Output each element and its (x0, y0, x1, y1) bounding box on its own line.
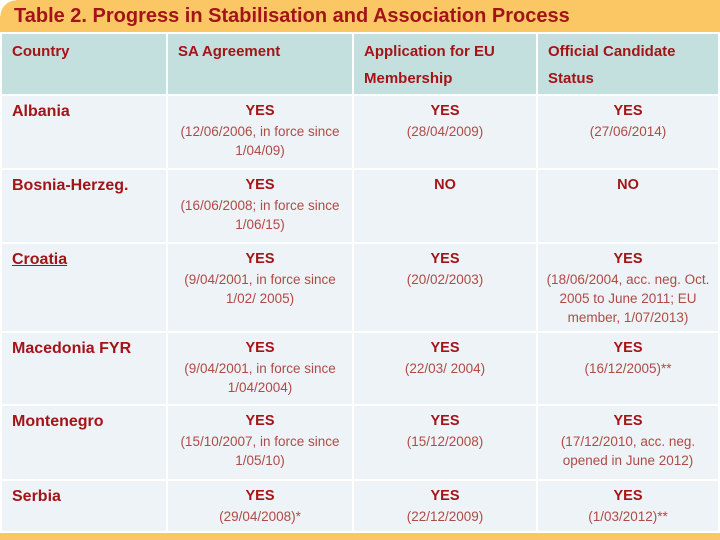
status-detail: (15/10/2007, in force since 1/05/10) (180, 434, 340, 469)
status-value: YES (430, 413, 460, 429)
country-cell: Albania (2, 96, 166, 168)
application-cell: YES (15/12/2008) (354, 406, 536, 479)
status-detail: (22/12/2009) (406, 509, 484, 525)
candidate-cell: YES (16/12/2005)** (538, 333, 718, 404)
status-value: YES (613, 251, 643, 267)
footnotes: *frozen pending further Serbian cooperat… (0, 533, 720, 540)
status-value: YES (613, 340, 643, 356)
table-row: Serbia YES (29/04/2008)* YES (22/12/2009… (2, 481, 718, 531)
status-value: YES (245, 488, 275, 504)
candidate-cell: YES (17/12/2010, acc. neg. opened in Jun… (538, 406, 718, 479)
status-value: NO (617, 177, 639, 193)
candidate-cell: NO (538, 170, 718, 242)
status-detail: (1/03/2012)** (588, 509, 668, 525)
status-value: YES (245, 177, 275, 193)
table-row: Croatia YES (9/04/2001, in force since 1… (2, 244, 718, 331)
header-application: Application for EU Membership (354, 34, 536, 94)
status-value: YES (245, 413, 275, 429)
status-value: YES (245, 340, 275, 356)
candidate-cell: YES (18/06/2004, acc. neg. Oct. 2005 to … (538, 244, 718, 331)
status-value: YES (613, 488, 643, 504)
status-value: YES (245, 251, 275, 267)
header-candidate-status: Official Candidate Status (538, 34, 718, 94)
country-cell: Macedonia FYR (2, 333, 166, 404)
candidate-cell: YES (1/03/2012)** (538, 481, 718, 531)
status-value: YES (245, 103, 275, 119)
country-name: Serbia (12, 488, 61, 505)
country-name: Montenegro (12, 413, 104, 430)
application-cell: YES (28/04/2009) (354, 96, 536, 168)
status-value: YES (613, 103, 643, 119)
sa-agreement-cell: YES (12/06/2006, in force since 1/04/09) (168, 96, 352, 168)
country-name: Albania (12, 103, 70, 120)
country-cell: Bosnia-Herzeg. (2, 170, 166, 242)
table-row: Albania YES (12/06/2006, in force since … (2, 96, 718, 168)
country-cell: Montenegro (2, 406, 166, 479)
status-detail: (12/06/2006, in force since 1/04/09) (180, 124, 340, 159)
country-name: Croatia (12, 251, 68, 268)
sa-agreement-cell: YES (9/04/2001, in force since 1/04/2004… (168, 333, 352, 404)
table-row: Bosnia-Herzeg. YES (16/06/2008; in force… (2, 170, 718, 242)
sa-agreement-cell: YES (15/10/2007, in force since 1/05/10) (168, 406, 352, 479)
status-value: YES (430, 103, 460, 119)
header-sa-agreement: SA Agreement (168, 34, 352, 94)
status-detail: (16/06/2008; in force since 1/06/15) (180, 198, 340, 233)
status-value: NO (434, 177, 456, 193)
country-name: Macedonia FYR (12, 340, 132, 357)
status-detail: (15/12/2008) (406, 434, 484, 450)
status-detail: (22/03/ 2004) (404, 361, 486, 377)
status-detail: (27/06/2014) (589, 124, 667, 140)
status-value: YES (613, 413, 643, 429)
status-detail: (16/12/2005)** (584, 361, 672, 377)
status-value: YES (430, 340, 460, 356)
status-value: YES (430, 251, 460, 267)
status-detail: (28/04/2009) (406, 124, 484, 140)
sa-agreement-cell: YES (29/04/2008)* (168, 481, 352, 531)
country-name: Bosnia-Herzeg. (12, 177, 129, 194)
application-cell: YES (20/02/2003) (354, 244, 536, 331)
progress-table: Country SA Agreement Application for EU … (0, 32, 720, 533)
status-detail: (18/06/2004, acc. neg. Oct. 2005 to June… (546, 272, 710, 326)
application-cell: NO (354, 170, 536, 242)
status-detail: (9/04/2001, in force since 1/04/2004) (184, 361, 336, 396)
country-cell: Serbia (2, 481, 166, 531)
status-detail: (17/12/2010, acc. neg. opened in June 20… (560, 434, 696, 469)
candidate-cell: YES (27/06/2014) (538, 96, 718, 168)
sa-agreement-cell: YES (9/04/2001, in force since 1/02/ 200… (168, 244, 352, 331)
sa-agreement-cell: YES (16/06/2008; in force since 1/06/15) (168, 170, 352, 242)
table-row: Montenegro YES (15/10/2007, in force sin… (2, 406, 718, 479)
table-row: Macedonia FYR YES (9/04/2001, in force s… (2, 333, 718, 404)
header-row: Country SA Agreement Application for EU … (2, 34, 718, 94)
status-detail: (9/04/2001, in force since 1/02/ 2005) (184, 272, 336, 307)
status-detail: (29/04/2008)* (219, 509, 301, 525)
application-cell: YES (22/03/ 2004) (354, 333, 536, 404)
application-cell: YES (22/12/2009) (354, 481, 536, 531)
status-detail: (20/02/2003) (406, 272, 484, 288)
header-country: Country (2, 34, 166, 94)
page-title: Table 2. Progress in Stabilisation and A… (14, 5, 570, 27)
status-value: YES (430, 488, 460, 504)
country-cell: Croatia (2, 244, 166, 331)
